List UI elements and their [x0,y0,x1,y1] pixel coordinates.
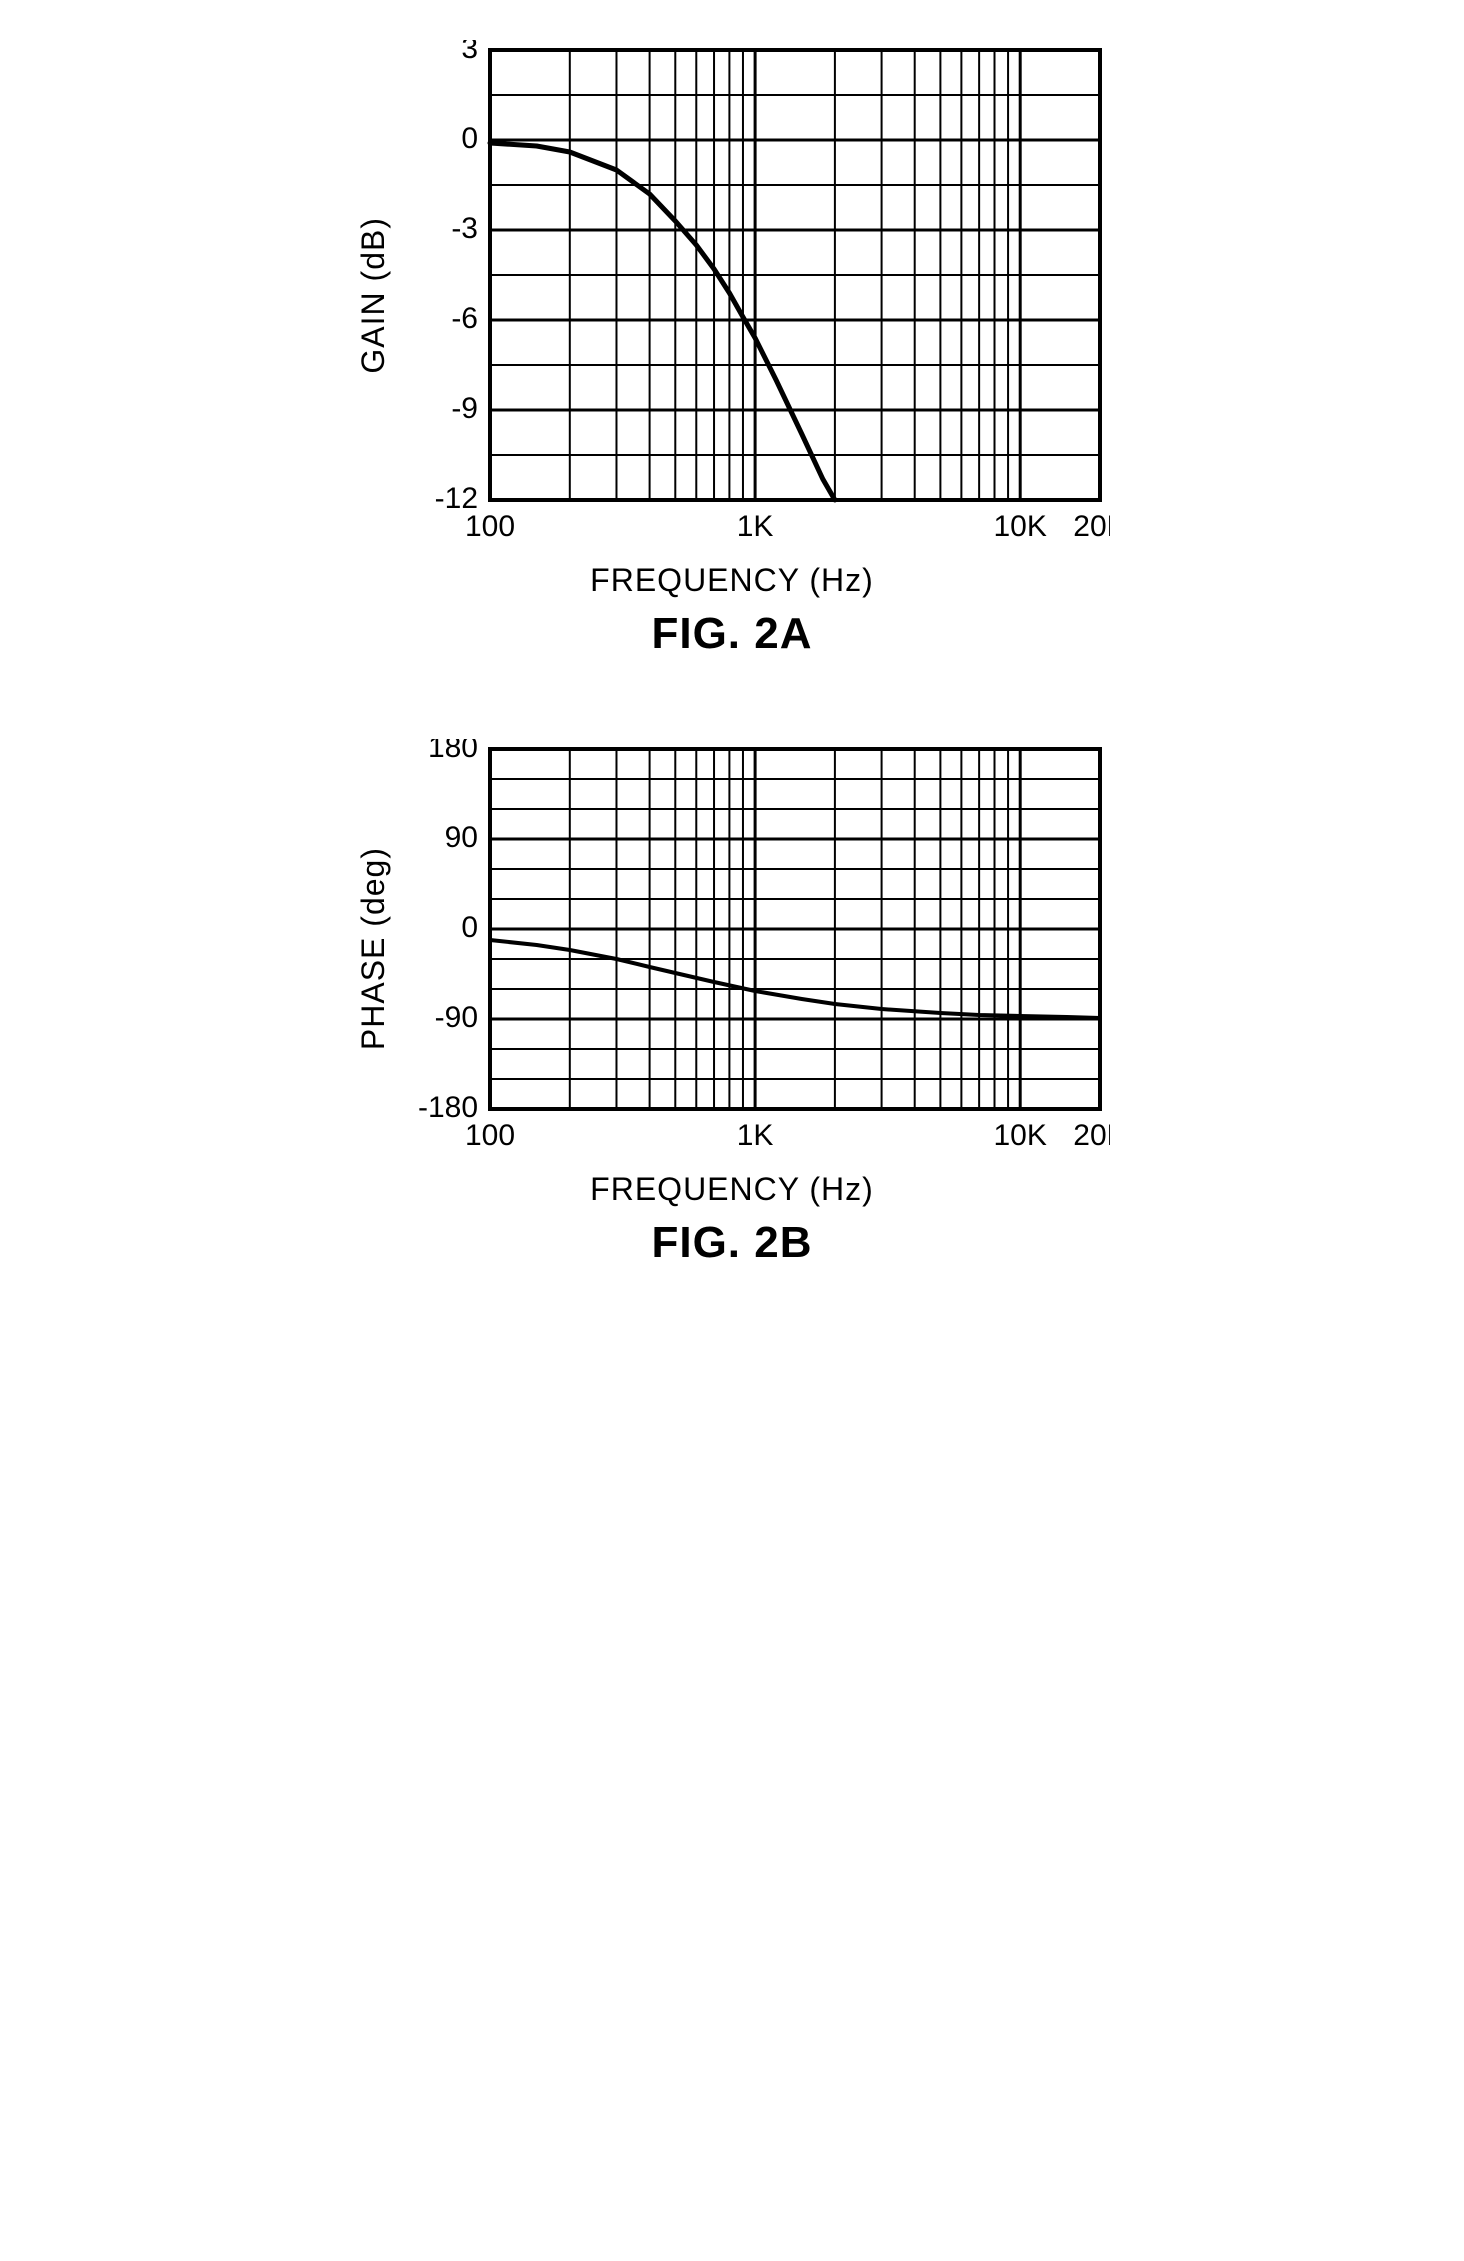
chart-b-plot-wrap: 180900-90-1801001K10K20K [400,739,1110,1159]
chart-a-xlabel: FREQUENCY (Hz) [590,562,874,599]
chart-b-block: PHASE (deg) 180900-90-1801001K10K20K FRE… [355,739,1110,1268]
chart-a-ylabel: GAIN (dB) [355,217,392,374]
svg-text:0: 0 [461,911,478,944]
chart-b-ylabel: PHASE (deg) [355,847,392,1050]
chart-a-row: GAIN (dB) 30-3-6-9-121001K10K20K [355,40,1110,550]
svg-text:10K: 10K [993,1119,1046,1152]
svg-text:1K: 1K [736,510,773,543]
chart-b-row: PHASE (deg) 180900-90-1801001K10K20K [355,739,1110,1159]
svg-text:1K: 1K [736,1119,773,1152]
svg-text:-9: -9 [451,392,478,425]
svg-text:0: 0 [461,122,478,155]
svg-text:180: 180 [427,739,477,764]
svg-text:10K: 10K [993,510,1046,543]
svg-text:-6: -6 [451,302,478,335]
svg-text:-90: -90 [434,1001,477,1034]
svg-text:20K: 20K [1073,1119,1110,1152]
chart-b-xlabel: FREQUENCY (Hz) [590,1171,874,1208]
svg-text:100: 100 [464,510,514,543]
chart-a-caption: FIG. 2A [651,609,812,659]
chart-b-ylabel-wrap: PHASE (deg) [355,847,392,1050]
chart-a-ylabel-wrap: GAIN (dB) [355,217,392,374]
svg-text:3: 3 [461,40,478,65]
svg-text:20K: 20K [1073,510,1110,543]
chart-b-svg: 180900-90-1801001K10K20K [400,739,1110,1159]
chart-a-svg: 30-3-6-9-121001K10K20K [400,40,1110,550]
chart-a-plot-wrap: 30-3-6-9-121001K10K20K [400,40,1110,550]
chart-a-block: GAIN (dB) 30-3-6-9-121001K10K20K FREQUEN… [355,40,1110,659]
svg-text:-3: -3 [451,212,478,245]
chart-b-caption: FIG. 2B [651,1218,812,1268]
svg-text:100: 100 [464,1119,514,1152]
svg-text:90: 90 [444,821,477,854]
